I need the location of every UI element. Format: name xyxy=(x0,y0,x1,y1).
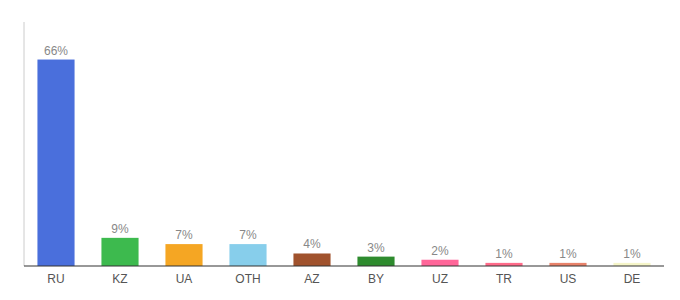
x-tick-label: OTH xyxy=(235,272,260,286)
x-tick-label: US xyxy=(560,272,577,286)
data-labels: 66% 9% 7% 7% 4% 3% 2% 1% 1% 1% xyxy=(44,44,641,261)
data-label: 7% xyxy=(175,228,193,242)
bar xyxy=(229,244,266,266)
axes xyxy=(24,22,664,266)
x-axis-line xyxy=(24,265,664,266)
x-tick-label: RU xyxy=(47,272,64,286)
bar xyxy=(293,253,330,266)
data-label: 7% xyxy=(239,228,257,242)
data-label: 9% xyxy=(111,222,129,236)
x-tick-label: AZ xyxy=(304,272,319,286)
bar xyxy=(165,244,202,266)
bar xyxy=(421,260,458,266)
data-label: 2% xyxy=(431,244,449,258)
data-label: 4% xyxy=(303,237,321,251)
background xyxy=(0,0,680,300)
x-tick-label: KZ xyxy=(112,272,127,286)
data-label: 1% xyxy=(623,247,641,261)
chart-container: RU KZ UA OTH AZ BY UZ TR US DE 66% 9% 7% 7% 4% 3% 2% 1% 1%… xyxy=(0,0,680,300)
x-tick-labels: RU KZ UA OTH AZ BY UZ TR US DE xyxy=(47,272,640,286)
bars xyxy=(37,60,650,266)
data-label: 1% xyxy=(495,247,513,261)
x-tick-label: DE xyxy=(624,272,641,286)
x-tick-label: TR xyxy=(496,272,512,286)
data-label: 3% xyxy=(367,241,385,255)
bar xyxy=(101,238,138,266)
x-tick-label: UA xyxy=(176,272,193,286)
x-tick-label: BY xyxy=(368,272,384,286)
bar xyxy=(37,60,74,266)
x-tick-label: UZ xyxy=(432,272,448,286)
chart: RU KZ UA OTH AZ BY UZ TR US DE 66% 9% 7% 7% 4% 3% 2% 1% 1%… xyxy=(0,0,680,300)
bar xyxy=(357,257,394,266)
y-axis-line xyxy=(24,22,25,266)
data-label: 1% xyxy=(559,247,577,261)
data-label: 66% xyxy=(44,44,68,58)
